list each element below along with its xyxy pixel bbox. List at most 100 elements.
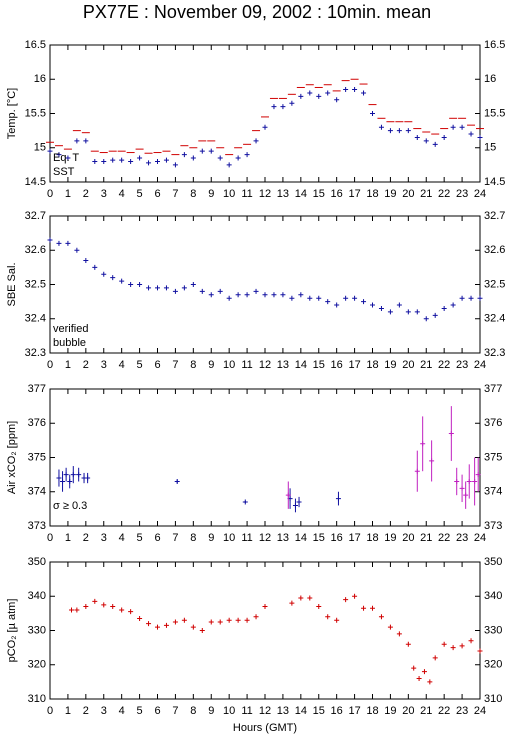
data-point [378, 305, 384, 311]
y-axis-label: SBE Sal. [6, 262, 18, 306]
x-tick-label: 12 [259, 705, 271, 717]
data-point [459, 124, 465, 130]
data-point [361, 90, 367, 96]
x-tick-label: 6 [154, 705, 160, 717]
x-tick-label: 24 [474, 359, 486, 371]
data-point [396, 302, 402, 308]
data-point [405, 309, 411, 315]
x-tick-label: 5 [137, 532, 143, 544]
x-tick-label: 5 [137, 705, 143, 717]
data-point [325, 90, 331, 96]
data-point [280, 292, 286, 298]
data-point [190, 282, 196, 287]
data-point [334, 302, 340, 308]
x-tick-label: 13 [277, 359, 289, 371]
data-point [423, 316, 429, 322]
y-tick-label: 16 [34, 73, 46, 85]
y-tick-label: 373 [28, 520, 46, 532]
y-tick-label: 350 [28, 556, 46, 568]
x-tick-label: 9 [208, 359, 214, 371]
data-point [235, 617, 241, 623]
y-tick-label: 320 [28, 659, 46, 671]
data-point [298, 292, 304, 298]
x-tick-label: 15 [313, 359, 325, 371]
x-tick-label: 1 [65, 188, 71, 200]
data-point [343, 597, 349, 603]
data-point [119, 278, 125, 284]
data-point [414, 468, 420, 474]
y-tick-label: 32.7 [25, 210, 46, 222]
x-tick-label: 23 [456, 532, 468, 544]
y-tick-label: 32.5 [484, 278, 505, 290]
y-tick-label: 32.6 [25, 244, 46, 256]
y-tick-label: 376 [484, 417, 502, 429]
data-point [235, 292, 241, 298]
data-point [423, 138, 429, 144]
data-point [208, 292, 214, 298]
data-point [119, 607, 125, 613]
plot-frame [49, 388, 481, 527]
data-point [128, 609, 134, 615]
data-point [370, 605, 375, 611]
data-point [405, 128, 411, 134]
x-tick-label: 3 [101, 359, 107, 371]
plot-frame [49, 215, 481, 354]
y-tick-label: 15.5 [25, 107, 46, 119]
data-point [325, 614, 331, 620]
data-point [262, 292, 268, 298]
data-point [155, 624, 160, 630]
y-tick-label: 15 [34, 142, 46, 154]
x-tick-label: 22 [438, 532, 450, 544]
data-point [463, 492, 469, 498]
y-tick-label: 330 [28, 624, 46, 636]
data-point [472, 478, 478, 484]
data-point [459, 485, 465, 491]
data-point [475, 472, 481, 478]
data-point [450, 645, 456, 651]
x-tick-label: 17 [348, 188, 360, 200]
x-tick-label: 24 [474, 188, 486, 200]
data-point [352, 295, 358, 301]
x-tick-label: 18 [366, 359, 378, 371]
data-point [56, 152, 62, 158]
x-tick-label: 15 [313, 705, 325, 717]
data-point [316, 93, 322, 99]
x-tick-label: 16 [331, 532, 343, 544]
data-point [128, 158, 134, 164]
x-tick-label: 1 [65, 359, 71, 371]
x-tick-label: 21 [420, 359, 432, 371]
x-tick-label: 7 [172, 359, 178, 371]
data-point [477, 134, 483, 140]
x-tick-label: 19 [384, 188, 396, 200]
data-point [128, 282, 134, 287]
x-tick-label: 0 [47, 188, 53, 200]
data-point [74, 138, 80, 144]
data-point [416, 675, 422, 681]
x-tick-label: 10 [223, 359, 235, 371]
data-point [411, 665, 417, 671]
data-point [47, 237, 53, 243]
data-point [226, 617, 232, 623]
y-axis-label: pCO₂ [µ atm] [6, 599, 18, 663]
data-point [396, 128, 402, 134]
data-point [325, 299, 331, 305]
data-point [172, 162, 178, 168]
x-tick-label: 13 [277, 705, 289, 717]
data-point [253, 288, 259, 294]
data-point [208, 148, 214, 154]
x-tick-label: 23 [456, 188, 468, 200]
data-point [334, 617, 340, 623]
y-tick-label: 15.5 [484, 107, 505, 119]
data-point [155, 285, 160, 291]
x-tick-label: 5 [137, 359, 143, 371]
x-tick-label: 16 [331, 705, 343, 717]
x-tick-label: 18 [366, 532, 378, 544]
x-tick-label: 18 [366, 705, 378, 717]
data-point [217, 155, 223, 161]
data-point [352, 593, 358, 599]
data-point [378, 124, 384, 130]
data-point [172, 619, 178, 625]
data-point [208, 619, 214, 625]
legend-entry: Eq. T [53, 152, 79, 164]
